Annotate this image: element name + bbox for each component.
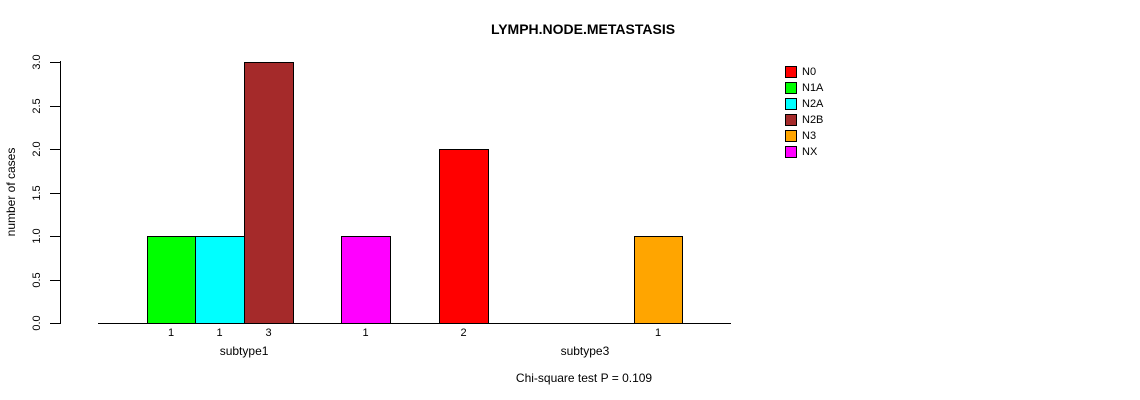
legend-swatch-N1A (785, 82, 797, 94)
bar-value-label: 1 (216, 327, 223, 339)
group-label-subtype1: subtype1 (219, 344, 269, 358)
group-label-subtype3: subtype3 (560, 344, 610, 358)
legend-swatch-N2A (785, 98, 797, 110)
legend-label: N2B (802, 114, 824, 126)
y-axis-tick (50, 280, 60, 281)
legend-label: N2A (802, 98, 824, 110)
y-axis-tick-label: 1.5 (31, 185, 43, 201)
bar-subtype3-N3 (634, 236, 683, 324)
bar-subtype1-NX (341, 236, 391, 324)
y-axis-tick-label: 0.0 (31, 315, 43, 331)
y-axis-line (60, 61, 61, 324)
chi-square-footnote: Chi-square test P = 0.109 (515, 371, 653, 385)
y-axis-tick (50, 106, 60, 107)
legend-swatch-N0 (785, 66, 797, 78)
legend-label: N0 (802, 66, 817, 78)
legend-item-N1A: N1A (785, 80, 823, 96)
y-axis-tick (50, 323, 60, 324)
y-axis-tick (50, 236, 60, 237)
bar-value-label: 2 (460, 327, 467, 339)
y-axis-tick-label: 1.0 (31, 228, 43, 244)
legend-label: NX (802, 146, 818, 158)
bar-subtype3-N0 (439, 149, 489, 324)
x-axis-line (98, 323, 731, 324)
bar-subtype1-N2B (244, 62, 294, 324)
bar-subtype1-N2A (195, 236, 245, 324)
bar-value-label: 1 (362, 327, 369, 339)
y-axis-tick-label: 0.5 (31, 272, 43, 288)
bar-value-label: 1 (167, 327, 175, 339)
y-axis-tick-label: 3.0 (31, 54, 43, 70)
chart-title: LYMPH.NODE.METASTASIS (490, 21, 676, 37)
y-axis-label: number of cases (4, 147, 18, 237)
legend-label: N1A (802, 82, 824, 94)
bar-value-label: 1 (654, 327, 662, 339)
bar-value-label: 3 (265, 327, 272, 339)
y-axis-tick-label: 2.5 (31, 98, 43, 114)
bar-subtype1-N1A (147, 236, 196, 324)
legend-label: N3 (802, 130, 817, 142)
y-axis-tick (50, 62, 60, 63)
legend-swatch-N3 (785, 130, 797, 142)
legend-item-N0: N0 (785, 64, 816, 80)
legend-swatch-NX (785, 146, 797, 158)
y-axis-tick (50, 193, 60, 194)
legend-item-N2A: N2A (785, 96, 823, 112)
legend-item-NX: NX (785, 144, 817, 160)
legend-swatch-N2B (785, 114, 797, 126)
y-axis-tick (50, 149, 60, 150)
legend-item-N3: N3 (785, 128, 816, 144)
legend-item-N2B: N2B (785, 112, 823, 128)
y-axis-tick-label: 2.0 (31, 141, 43, 157)
